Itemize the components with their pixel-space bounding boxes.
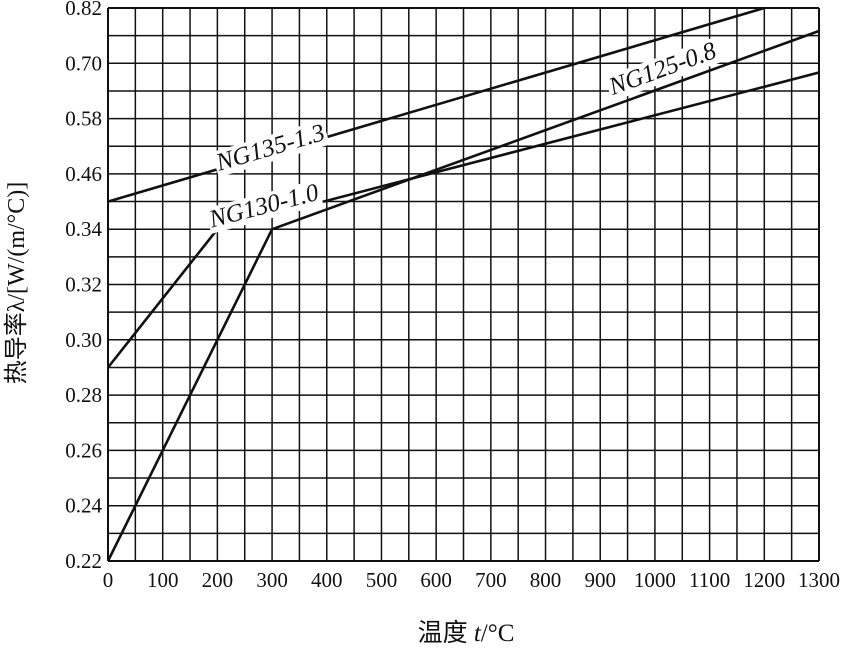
x-tick-label: 1000 <box>634 568 676 592</box>
y-tick-label: 0.30 <box>65 328 102 352</box>
y-tick-label: 0.26 <box>65 438 102 462</box>
series-label-group: NG125-0.8 <box>603 37 722 102</box>
y-tick-label: 0.34 <box>65 217 102 241</box>
x-tick-label: 600 <box>420 568 452 592</box>
y-tick-label: 0.32 <box>65 273 102 297</box>
x-tick-label: 400 <box>311 568 343 592</box>
x-tick-label: 1300 <box>798 568 840 592</box>
x-tick-label: 1100 <box>689 568 730 592</box>
y-tick-labels: 0.22 0.24 0.26 0.28 0.30 0.32 0.34 0.46 0.58 0.70… <box>65 0 102 573</box>
y-tick-label: 0.24 <box>65 494 102 518</box>
x-tick-labels: 0 100 200 300 400 500 600 700 800 900 1000 1100 1200… <box>103 568 840 592</box>
y-tick-label: 0.46 <box>65 162 102 186</box>
series-line <box>106 29 820 562</box>
x-tick-label: 200 <box>202 568 234 592</box>
y-tick-label: 0.22 <box>65 549 102 573</box>
x-tick-label: 100 <box>147 568 179 592</box>
x-tick-label: 900 <box>584 568 616 592</box>
series-label-background <box>204 179 324 234</box>
series-label-group: NG130-1.0 <box>204 179 324 234</box>
y-tick-label: 0.82 <box>65 0 102 20</box>
x-axis-label: 温度 t/°C <box>418 619 515 647</box>
x-tick-label: 800 <box>530 568 562 592</box>
y-tick-label: 0.28 <box>65 383 102 407</box>
x-tick-label: 300 <box>256 568 288 592</box>
grid-lines <box>107 7 820 562</box>
series-label-background <box>603 37 722 102</box>
x-tick-label: 500 <box>366 568 398 592</box>
series-label-background <box>211 119 330 178</box>
x-tick-label: 700 <box>475 568 507 592</box>
series-label: NG135-1.3 <box>212 119 328 177</box>
y-tick-label: 0.58 <box>65 107 102 131</box>
x-tick-label: 0 <box>103 568 114 592</box>
series-label-group: NG135-1.3 <box>211 119 330 178</box>
series-label: NG130-1.0 <box>205 179 321 234</box>
x-tick-label: 1200 <box>743 568 785 592</box>
y-tick-label: 0.70 <box>65 51 102 75</box>
y-axis-label: 热导率λ/[W/(m/°C)] <box>3 182 30 385</box>
